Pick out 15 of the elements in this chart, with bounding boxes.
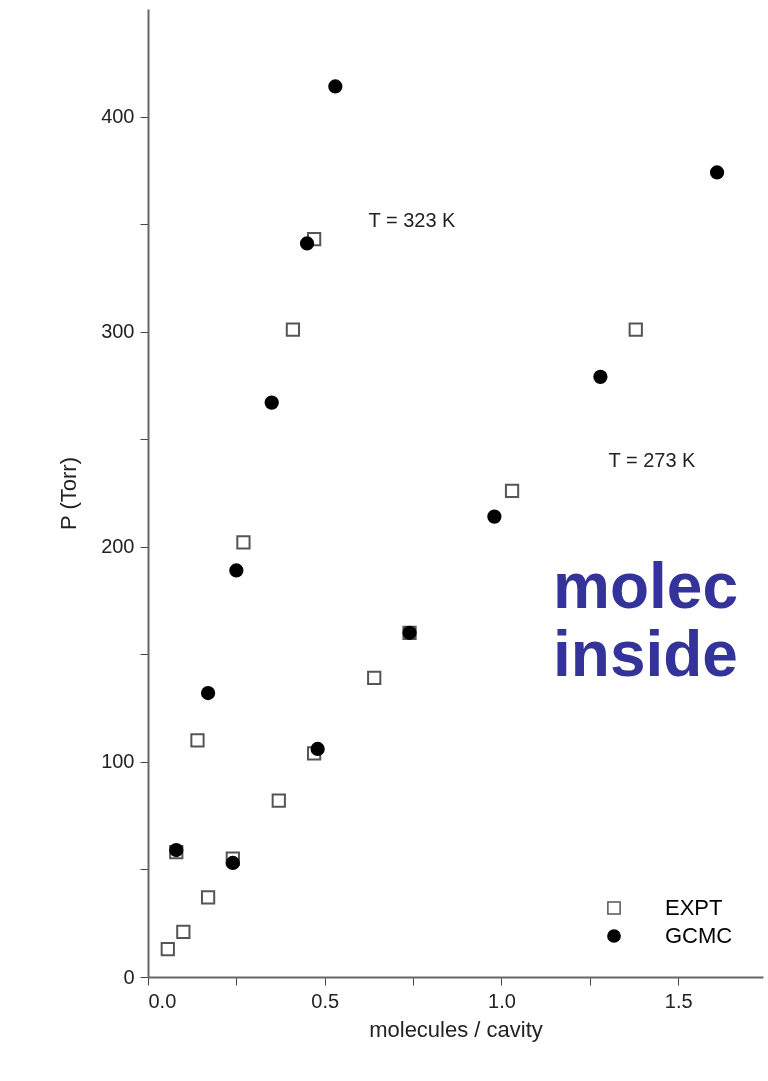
x-tick-label: 1.0	[488, 989, 516, 1012]
y-axis-title: P (Torr)	[56, 457, 82, 530]
y-tick-label: 300	[101, 320, 135, 343]
y-tick-label: 400	[101, 105, 135, 128]
legend-label: EXPT	[665, 895, 723, 920]
y-tick-label: 100	[101, 750, 135, 773]
y-tick-label: 0	[123, 965, 135, 988]
x-tick-label: 1.5	[664, 989, 693, 1012]
annotation: T = 273 K	[608, 449, 697, 471]
x-tick-label: 0.5	[311, 989, 340, 1012]
legend-label: GCMC	[665, 923, 733, 948]
x-tick-label: 0.0	[148, 989, 177, 1012]
annotation: T = 323 K	[368, 209, 457, 231]
x-axis-title: molecules / cavity	[369, 1016, 543, 1042]
y-tick-label: 200	[101, 535, 135, 558]
